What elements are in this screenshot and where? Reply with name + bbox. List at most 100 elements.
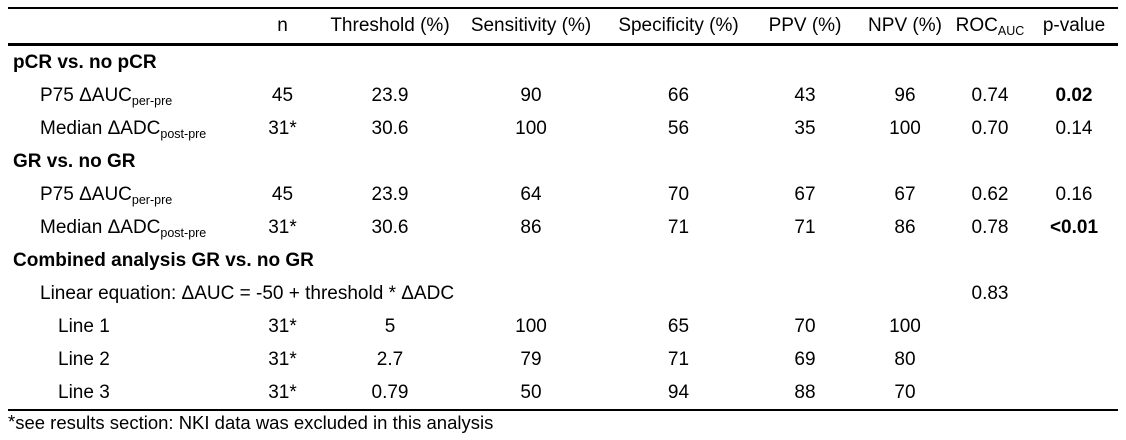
cell-threshold: 5 <box>384 315 396 337</box>
cell-roc-auc: 0.83 <box>971 282 1009 304</box>
row-label: Line 3 <box>58 381 110 403</box>
cell-n: 31* <box>268 216 297 238</box>
equation-label: Linear equation: ΔAUC = -50 + threshold … <box>40 282 455 304</box>
cell-specificity: 56 <box>667 117 690 139</box>
cell-ppv: 69 <box>794 348 816 370</box>
cell-p-value <box>1030 343 1118 376</box>
cell-roc-auc: 0.78 <box>971 216 1009 238</box>
table-row: Median ΔADCpost-pre 31* 30.6 100 56 35 100 0.70… <box>8 112 1118 145</box>
cell-p-value: 0.02 <box>1055 84 1093 106</box>
footnote-text: see results section: NKI data was exclud… <box>15 412 494 433</box>
cell-threshold: 30.6 <box>371 216 409 238</box>
column-header-threshold: Threshold (%) <box>330 15 450 36</box>
cell-threshold: 0.79 <box>371 381 409 403</box>
row-label: Line 1 <box>58 315 110 337</box>
cell-npv: 100 <box>889 117 921 139</box>
header-row: n Threshold (%) Sensitivity (%) Specificity… <box>8 8 1118 45</box>
cell-threshold: 30.6 <box>371 117 409 139</box>
table-row: Line 1 31* 5 100 65 70 100 <box>8 310 1118 343</box>
column-header-row-label <box>8 8 240 45</box>
cell-p-value <box>1030 277 1118 310</box>
column-header-sensitivity: Sensitivity (%) <box>470 15 592 36</box>
column-header-specificity: Specificity (%) <box>618 15 739 36</box>
table-body: pCR vs. no pCR P75 ΔAUCper-pre 45 23.9 90 66 4… <box>8 45 1118 410</box>
table-row: Median ΔADCpost-pre 31* 30.6 86 71 71 86 0.78 <0… <box>8 211 1118 244</box>
cell-ppv: 70 <box>794 315 816 337</box>
section-row: GR vs. no GR <box>8 145 1118 178</box>
section-row: Combined analysis GR vs. no GR <box>8 244 1118 277</box>
row-label: Median ΔADCpost-pre <box>40 216 207 240</box>
row-label: Line 2 <box>58 348 110 370</box>
table-row: Line 3 31* 0.79 50 94 88 70 <box>8 376 1118 410</box>
cell-sensitivity: 50 <box>520 381 542 403</box>
cell-ppv: 67 <box>794 183 816 205</box>
cell-npv: 80 <box>894 348 916 370</box>
cell-p-value <box>1030 376 1118 410</box>
table-row: Line 2 31* 2.7 79 71 69 80 <box>8 343 1118 376</box>
row-label-subscript: per-pre <box>131 192 173 207</box>
section-label: GR vs. no GR <box>13 150 136 172</box>
cell-npv: 100 <box>889 315 921 337</box>
cell-sensitivity: 100 <box>515 315 547 337</box>
cell-n: 45 <box>271 183 294 205</box>
cell-p-value: 0.16 <box>1055 183 1093 205</box>
cell-threshold: 2.7 <box>376 348 404 370</box>
column-header-n: n <box>277 15 288 36</box>
cell-specificity: 71 <box>667 348 690 370</box>
cell-n: 31* <box>268 381 297 403</box>
results-table-wrap: n Threshold (%) Sensitivity (%) Specificity… <box>8 7 1118 411</box>
cell-ppv: 88 <box>794 381 816 403</box>
cell-roc-auc: 0.62 <box>971 183 1009 205</box>
cell-npv: 96 <box>894 84 916 106</box>
cell-sensitivity: 86 <box>520 216 542 238</box>
cell-n: 31* <box>268 117 297 139</box>
cell-n: 45 <box>271 84 294 106</box>
footnote-marker: * <box>8 411 16 432</box>
column-header-npv: NPV (%) <box>868 15 942 36</box>
cell-npv: 86 <box>894 216 916 238</box>
cell-npv: 70 <box>894 381 916 403</box>
cell-roc-auc: 0.74 <box>971 84 1009 106</box>
row-label-subscript: per-pre <box>131 93 173 108</box>
cell-roc-auc <box>950 376 1030 410</box>
row-label: Median ΔADCpost-pre <box>40 117 207 141</box>
cell-specificity: 65 <box>667 315 690 337</box>
cell-ppv: 43 <box>794 84 816 106</box>
cell-roc-auc <box>950 343 1030 376</box>
cell-sensitivity: 100 <box>515 117 547 139</box>
cell-p-value: 0.14 <box>1055 117 1093 139</box>
row-label-subscript: post-pre <box>160 225 207 240</box>
table-row: P75 ΔAUCper-pre 45 23.9 64 70 67 67 0.62 0.16 <box>8 178 1118 211</box>
cell-specificity: 66 <box>667 84 690 106</box>
column-header-subscript: AUC <box>997 24 1025 38</box>
column-header-roc: ROCAUC <box>955 15 1025 38</box>
row-label: P75 ΔAUCper-pre <box>40 84 173 108</box>
cell-specificity: 94 <box>667 381 690 403</box>
cell-specificity: 70 <box>667 183 690 205</box>
column-header-ppv: PPV (%) <box>768 15 842 36</box>
results-table: n Threshold (%) Sensitivity (%) Specificity… <box>8 7 1118 411</box>
cell-threshold: 23.9 <box>371 84 409 106</box>
equation-row: Linear equation: ΔAUC = -50 + threshold … <box>8 277 1118 310</box>
cell-threshold: 23.9 <box>371 183 409 205</box>
cell-npv: 67 <box>894 183 916 205</box>
column-header-p-value: p-value <box>1042 15 1106 36</box>
cell-p-value: <0.01 <box>1049 216 1099 238</box>
cell-ppv: 71 <box>794 216 816 238</box>
row-label: P75 ΔAUCper-pre <box>40 183 173 207</box>
table-row: P75 ΔAUCper-pre 45 23.9 90 66 43 96 0.74 0.02 <box>8 79 1118 112</box>
footnote: *see results section: NKI data was exclu… <box>8 411 494 434</box>
cell-sensitivity: 64 <box>520 183 542 205</box>
row-label-subscript: post-pre <box>160 126 207 141</box>
section-label: pCR vs. no pCR <box>13 51 157 73</box>
cell-p-value <box>1030 310 1118 343</box>
cell-roc-auc: 0.70 <box>971 117 1009 139</box>
cell-specificity: 71 <box>667 216 690 238</box>
cell-n: 31* <box>268 315 297 337</box>
cell-roc-auc <box>950 310 1030 343</box>
section-row: pCR vs. no pCR <box>8 45 1118 80</box>
cell-sensitivity: 90 <box>520 84 542 106</box>
cell-n: 31* <box>268 348 297 370</box>
section-label: Combined analysis GR vs. no GR <box>13 249 314 271</box>
